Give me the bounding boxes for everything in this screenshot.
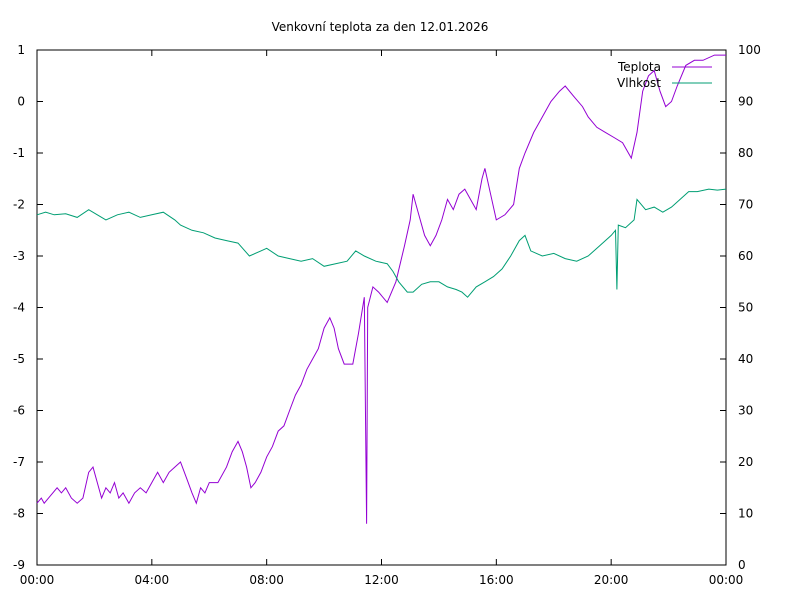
y-left-tick-label: -2: [13, 198, 25, 212]
y-left-axis-ticks: 1 0 -1 -2 -3 -4 -5 -6 -7 -8 -9: [13, 43, 43, 572]
legend-label: Teplota: [617, 60, 661, 74]
y-left-tick-label: -5: [13, 352, 25, 366]
chart-title: Venkovní teplota za den 12.01.2026: [272, 20, 489, 34]
y-right-tick-label: 50: [738, 301, 753, 315]
series-line-teplota: [36, 54, 726, 524]
x-tick-label: 20:00: [594, 573, 629, 587]
y-left-tick-label: -1: [13, 146, 25, 160]
y-right-tick-label: 80: [738, 146, 753, 160]
y-left-tick-label: 0: [17, 95, 25, 109]
series-line-vlhkost: [36, 188, 727, 298]
x-tick-label: 16:00: [479, 573, 514, 587]
y-right-tick-label: 40: [738, 352, 753, 366]
y-right-tick-label: 90: [738, 95, 753, 109]
y-right-tick-label: 30: [738, 404, 753, 418]
x-tick-label: 12:00: [364, 573, 399, 587]
y-left-tick-label: 1: [17, 43, 25, 57]
legend: Teplota Vlhkost: [617, 60, 712, 90]
y-right-tick-label: 100: [738, 43, 761, 57]
x-tick-label: 00:00: [709, 573, 744, 587]
y-right-tick-label: 0: [738, 558, 746, 572]
y-right-tick-label: 70: [738, 198, 753, 212]
y-right-tick-label: 60: [738, 249, 753, 263]
y-left-tick-label: -3: [13, 249, 25, 263]
legend-label: Vlhkost: [617, 76, 661, 90]
y-left-tick-label: -7: [13, 455, 25, 469]
series-lines: [36, 54, 727, 524]
x-tick-label: 08:00: [249, 573, 284, 587]
y-right-tick-label: 10: [738, 507, 753, 521]
x-tick-label: 04:00: [135, 573, 170, 587]
y-left-tick-label: -8: [13, 507, 25, 521]
y-left-tick-label: -6: [13, 404, 25, 418]
x-tick-label: 00:00: [20, 573, 55, 587]
y-left-tick-label: -4: [13, 301, 25, 315]
x-axis-ticks: 00:00 04:00 08:00 12:00 16:00 20:00 00:00: [20, 50, 744, 587]
y-left-tick-label: -9: [13, 558, 25, 572]
y-right-tick-label: 20: [738, 455, 753, 469]
